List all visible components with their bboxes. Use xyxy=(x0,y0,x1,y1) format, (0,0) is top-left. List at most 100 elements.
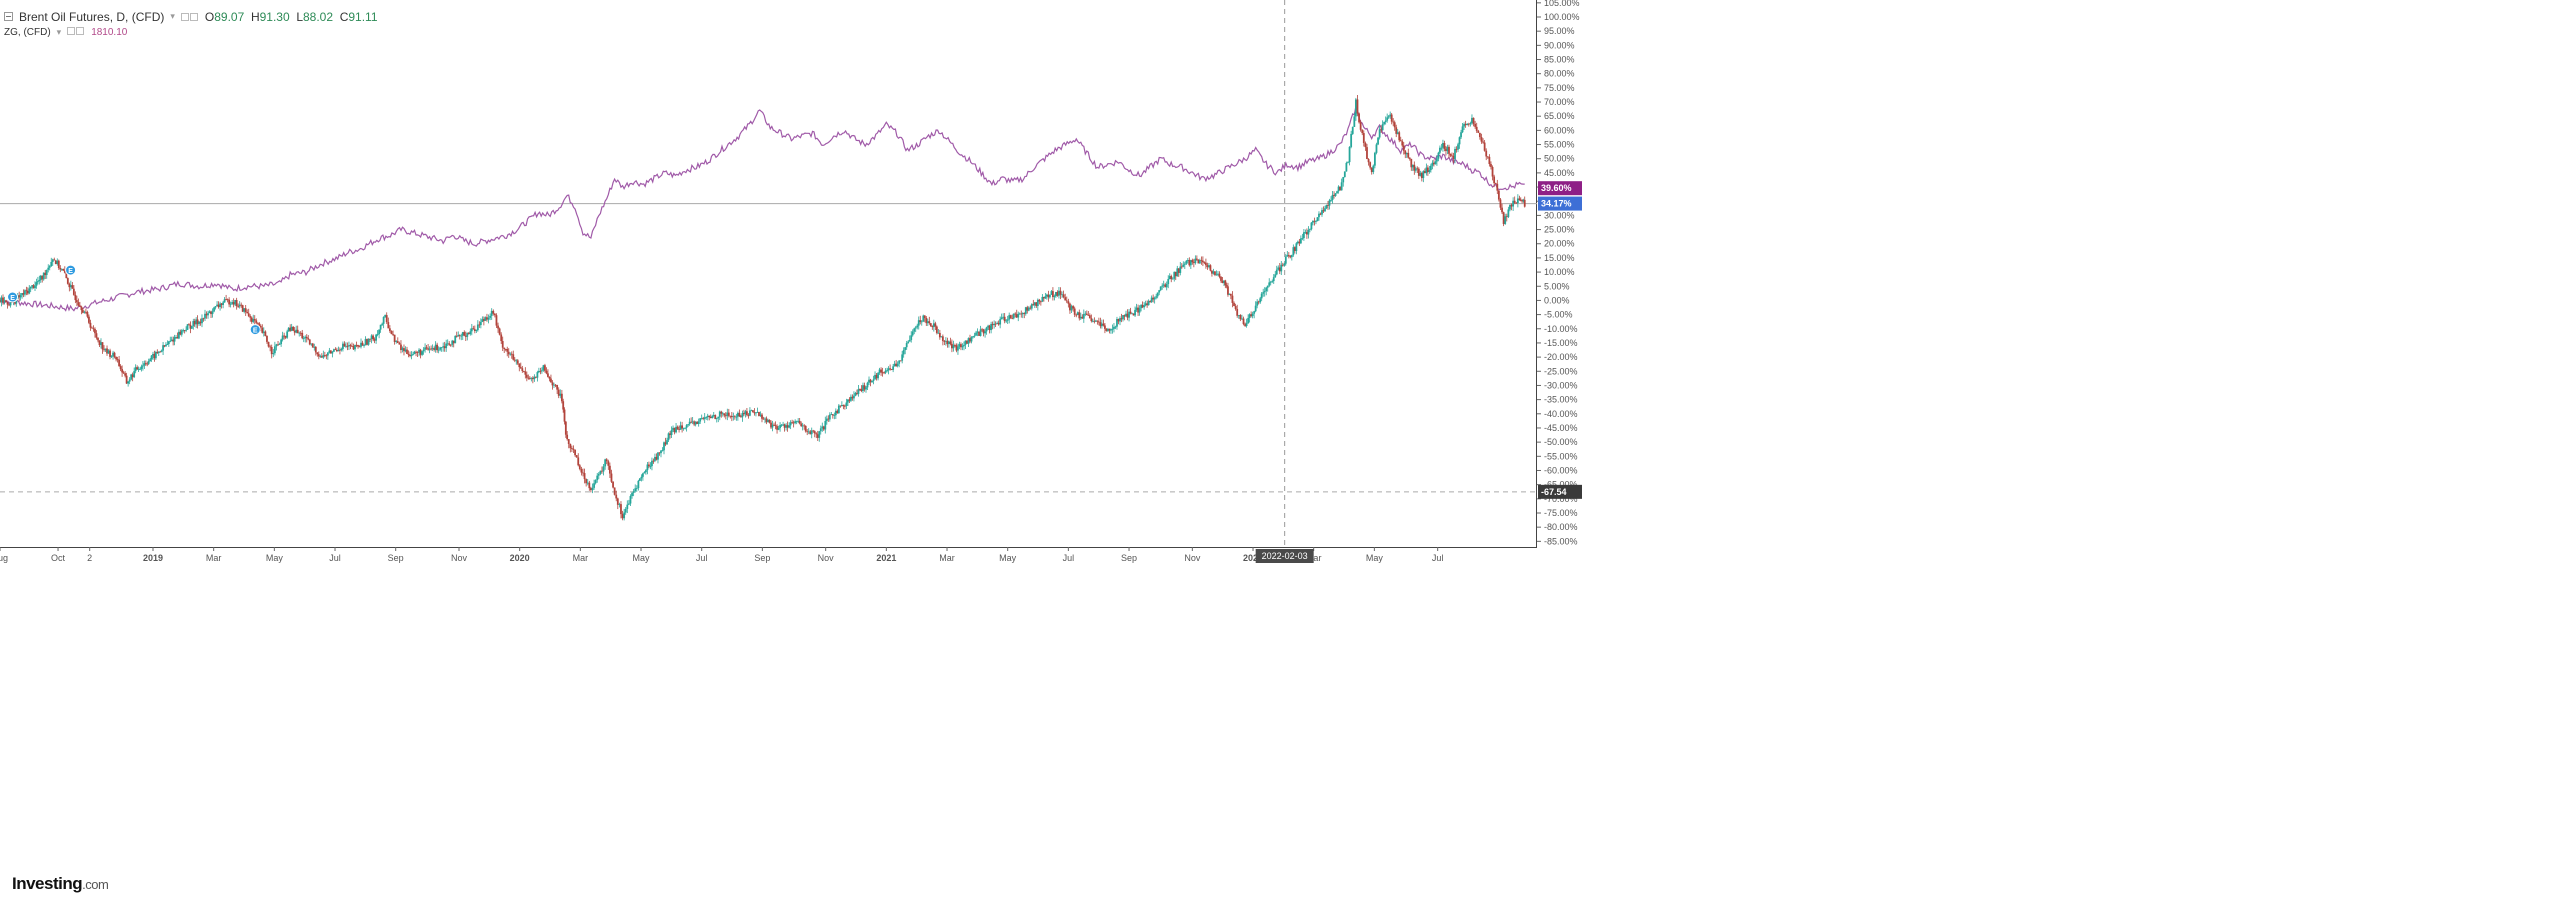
chevron-down-icon[interactable]: ▾ xyxy=(56,26,62,37)
candle-body xyxy=(732,416,735,418)
candle-body xyxy=(1265,287,1268,292)
candle-body xyxy=(1286,255,1289,257)
x-axis-tick-label: Jul xyxy=(696,553,708,563)
high-value: 91.30 xyxy=(259,9,290,24)
candle-body xyxy=(1250,314,1253,317)
candle-body xyxy=(1302,232,1305,239)
candle-body xyxy=(290,326,293,331)
candle-body xyxy=(941,336,944,341)
candle-body xyxy=(470,328,473,332)
candle-body xyxy=(943,340,946,342)
candle-body xyxy=(503,347,506,349)
candle-body xyxy=(1062,294,1065,298)
candle-body xyxy=(60,268,63,270)
candle-body xyxy=(211,311,214,315)
candle-body xyxy=(922,315,925,322)
hide-icon[interactable] xyxy=(76,26,85,35)
legend-compare-symbol[interactable]: ZG, (CFD) xyxy=(4,26,51,38)
collapse-icon[interactable] xyxy=(4,12,13,21)
candle-body xyxy=(1469,123,1472,125)
candle-body xyxy=(755,412,757,414)
candle-body xyxy=(739,416,742,418)
candle-body xyxy=(593,483,595,488)
candle-body xyxy=(54,260,57,265)
candle-body xyxy=(228,299,231,305)
candle-body xyxy=(1461,126,1464,133)
legend-main-symbol[interactable]: Brent Oil Futures, D, (CFD) xyxy=(19,9,165,24)
legend-compare-series[interactable]: ZG, (CFD) ▾ 1810.10 xyxy=(4,25,378,39)
candle-body xyxy=(957,346,959,351)
candle-body xyxy=(1396,132,1399,134)
candle-body xyxy=(343,343,346,347)
candle-body xyxy=(292,326,295,331)
candle-body xyxy=(1173,271,1176,279)
candle-body xyxy=(495,315,498,326)
candle-body xyxy=(72,288,75,295)
candle-body xyxy=(266,335,268,342)
candle-body xyxy=(842,404,845,406)
candle-body xyxy=(307,338,310,340)
candle-body xyxy=(370,335,373,339)
candle-body xyxy=(287,327,290,332)
candle-body xyxy=(157,351,160,354)
candle-body xyxy=(1161,285,1164,287)
candle-body xyxy=(910,335,913,340)
candle-body xyxy=(401,348,404,351)
candle-body xyxy=(676,426,679,430)
candle-body xyxy=(687,424,690,426)
event-marker-icon[interactable] xyxy=(7,291,19,303)
candle-body xyxy=(874,374,876,380)
event-marker-label: E xyxy=(10,295,15,302)
candle-body xyxy=(1354,99,1357,117)
settings-icon[interactable] xyxy=(180,12,189,21)
candle-body xyxy=(1244,324,1247,326)
legend-options-icons[interactable] xyxy=(180,10,199,24)
candle-body xyxy=(1340,182,1343,191)
hide-icon[interactable] xyxy=(189,12,198,21)
x-axis-tick-label: Aug xyxy=(0,553,8,563)
legend-compare-options[interactable] xyxy=(67,26,85,38)
candle-body xyxy=(905,343,908,348)
candle-body xyxy=(1110,329,1112,331)
candle-body xyxy=(685,425,688,428)
candle-body xyxy=(51,259,54,262)
candle-body xyxy=(1440,147,1443,149)
candle-body xyxy=(993,323,996,326)
candle-body xyxy=(1064,297,1067,301)
candle-body xyxy=(1474,123,1477,127)
candle-body xyxy=(484,317,487,321)
candle-body xyxy=(525,374,528,378)
candle-body xyxy=(562,401,565,410)
settings-icon[interactable] xyxy=(67,26,76,35)
candle-body xyxy=(329,350,332,354)
candle-body xyxy=(1221,280,1224,284)
candle-body xyxy=(1398,132,1401,141)
candle-body xyxy=(679,425,682,430)
event-marker-icon[interactable] xyxy=(65,264,77,276)
x-axis-tick-label: Jul xyxy=(329,553,341,563)
candle-body xyxy=(651,460,653,467)
candle-body xyxy=(955,345,958,351)
candle-body xyxy=(384,315,387,317)
candle-body xyxy=(305,336,308,339)
chevron-down-icon[interactable]: ▾ xyxy=(170,11,175,21)
candle-body xyxy=(475,330,478,331)
candle-body xyxy=(542,365,545,371)
value-badge-label: 39.60% xyxy=(1541,183,1572,193)
event-marker-icon[interactable] xyxy=(249,324,261,336)
candle-body xyxy=(999,319,1002,325)
legend-main-series[interactable]: Brent Oil Futures, D, (CFD) ▾ O89.07 H91… xyxy=(4,8,378,25)
candle-body xyxy=(189,324,192,329)
candle-body xyxy=(319,356,322,358)
candle-body xyxy=(872,379,875,381)
y-axis-tick-label: 105.00% xyxy=(1544,0,1580,8)
candle-body xyxy=(574,449,576,456)
candle-body xyxy=(34,285,36,289)
candle-body xyxy=(1176,268,1179,277)
candle-body xyxy=(479,321,482,325)
candle-body xyxy=(901,354,904,361)
candle-body xyxy=(454,335,457,344)
candle-body xyxy=(1296,241,1299,244)
